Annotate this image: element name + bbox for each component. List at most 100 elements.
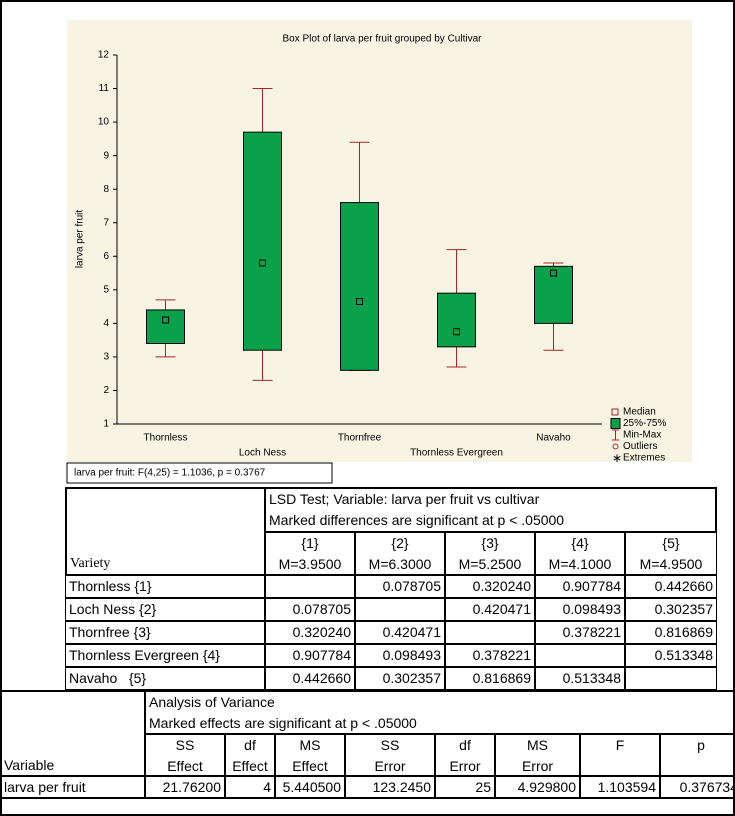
cell-text: {2} — [391, 535, 409, 551]
cell-text: 0.816869 — [472, 670, 531, 686]
cell-text: 0.376734 — [679, 779, 735, 795]
y-tick-label: 9 — [103, 150, 109, 161]
table-cell — [625, 667, 717, 690]
cell-text: Error — [374, 758, 406, 774]
cell-text: 0.442660 — [292, 670, 351, 686]
legend-box — [610, 418, 621, 429]
row-label: Navaho {5} — [65, 667, 265, 690]
cell-text: 0.302357 — [654, 601, 713, 617]
cell-text: 0.302357 — [382, 670, 441, 686]
y-tick-label: 3 — [103, 352, 109, 363]
cell-text — [446, 622, 534, 643]
table-title: LSD Test; Variable: larva per fruit vs c… — [265, 487, 717, 532]
cell-text: p — [697, 737, 705, 753]
table-cell — [265, 575, 355, 598]
table-cell: 0.078705 — [265, 598, 355, 621]
column-header: F — [580, 734, 660, 776]
y-tick-label: 6 — [103, 251, 109, 262]
cell-text: 0.378221 — [562, 624, 621, 640]
x-tick-label: Loch Ness — [239, 448, 286, 459]
table-cell: 21.76200 — [145, 776, 225, 799]
cell-text — [536, 645, 624, 666]
table-cell: 0.816869 — [445, 667, 535, 690]
legend-label: Min-Max — [623, 430, 661, 441]
x-tick-label: Navaho — [536, 433, 571, 444]
median — [356, 298, 363, 306]
annotation: larva per fruit: F(4,25) = 1.1036, p = 0… — [74, 468, 266, 479]
cell-text: 0.378221 — [472, 647, 531, 663]
cell-text: MS — [299, 737, 321, 753]
row-label: Loch Ness {2} — [65, 598, 265, 621]
table-cell: 0.420471 — [355, 621, 445, 644]
cell-text: Marked effects are significant at p < .0… — [149, 715, 417, 731]
row-label: Thornless Evergreen {4} — [65, 644, 265, 667]
y-axis-label: larva per fruit — [75, 210, 86, 269]
cell-text: Analysis of Variance — [149, 694, 275, 710]
y-tick-label: 12 — [98, 50, 110, 61]
cell-text: {5} — [662, 535, 680, 551]
median — [162, 316, 169, 324]
chart-title: Box Plot of larva per fruit grouped by C… — [283, 34, 483, 45]
column-header: MS Error — [495, 734, 580, 776]
y-tick-label: 11 — [99, 83, 110, 94]
y-tick-label: 8 — [103, 184, 109, 195]
cell-text: M=4.1000 — [548, 556, 612, 572]
x-tick-label: Thornless Evergreen — [410, 448, 503, 459]
cell-text: 0.098493 — [382, 647, 441, 663]
legend-label: 25%-75% — [623, 418, 666, 429]
legend-minmax — [612, 429, 619, 441]
cell-text: 123.2450 — [372, 779, 431, 795]
table-cell: 0.302357 — [355, 667, 445, 690]
cell-text: 0.320240 — [292, 624, 351, 640]
box — [243, 131, 282, 351]
x-tick-label: Thornfree — [338, 433, 382, 444]
chart-background — [67, 20, 692, 462]
cell-text — [626, 668, 716, 689]
box — [146, 309, 185, 344]
table-cell — [355, 598, 445, 621]
y-tick-label: 10 — [98, 117, 110, 128]
cell-text: M=4.9500 — [639, 556, 703, 572]
table-cell: 4.929800 — [495, 776, 580, 799]
table-cell: 0.907784 — [265, 644, 355, 667]
cell-text: M=5.2500 — [458, 556, 522, 572]
column-header: MS Effect — [275, 734, 345, 776]
cell-text: Thornless {1} — [69, 578, 152, 594]
table-cell: 0.442660 — [625, 575, 717, 598]
column-header: p — [660, 734, 733, 776]
table-cell: 0.320240 — [265, 621, 355, 644]
median — [259, 259, 266, 267]
cell-text: 0.420471 — [382, 624, 441, 640]
cell-text: 21.76200 — [162, 779, 221, 795]
cell-text: Error — [521, 758, 554, 774]
cell-text: 0.320240 — [472, 578, 531, 594]
table-title: Analysis of Variance Marked effects are s… — [145, 690, 733, 734]
cell-text: Variable — [4, 757, 55, 773]
cell-text: Effect — [232, 758, 268, 774]
table-cell — [535, 644, 625, 667]
cell-text: LSD Test; Variable: larva per fruit vs c… — [269, 491, 540, 507]
cell-text: df — [459, 737, 471, 753]
table-cell: 0.078705 — [355, 575, 445, 598]
cell-text: SS — [175, 737, 195, 753]
legend-extreme: ∗ — [612, 451, 622, 465]
y-tick-label: 5 — [103, 284, 109, 295]
table-cell: 0.098493 — [535, 598, 625, 621]
table-cell: 0.376734 — [660, 776, 735, 799]
cell-text: {3} — [481, 535, 499, 551]
cell-text: {1} — [301, 535, 319, 551]
y-tick-label: 2 — [103, 385, 109, 396]
table-cell: 0.098493 — [355, 644, 445, 667]
table-cell: 0.442660 — [265, 667, 355, 690]
table-cell: 0.513348 — [535, 667, 625, 690]
box — [340, 202, 379, 371]
cell-text: F — [615, 737, 625, 753]
cell-text: SS — [380, 737, 400, 753]
cell-text: 0.420471 — [472, 601, 531, 617]
cell-text: larva per fruit — [4, 779, 86, 795]
column-header: df Error — [435, 734, 495, 776]
column-header: {4} M=4.1000 — [535, 532, 625, 575]
cell-text: df — [244, 737, 256, 753]
cell-text: Navaho {5} — [69, 670, 147, 686]
